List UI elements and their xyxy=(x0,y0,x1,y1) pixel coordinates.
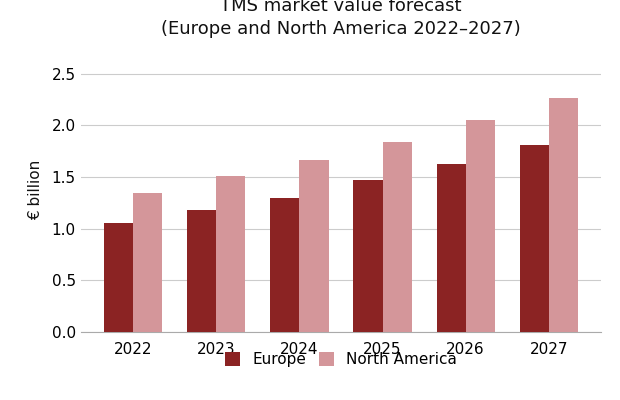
Bar xyxy=(216,176,246,332)
Bar xyxy=(383,142,412,332)
Bar xyxy=(187,210,216,332)
Title: TMS market value forecast
(Europe and North America 2022–2027): TMS market value forecast (Europe and No… xyxy=(161,0,521,38)
Bar xyxy=(299,160,329,332)
Bar xyxy=(270,198,299,332)
Bar xyxy=(549,98,578,332)
Bar xyxy=(353,180,383,332)
Bar xyxy=(520,145,549,332)
Y-axis label: € billion: € billion xyxy=(29,160,43,220)
Bar xyxy=(436,164,466,332)
Legend: Europe, North America: Europe, North America xyxy=(225,352,457,367)
Bar xyxy=(104,222,133,332)
Bar xyxy=(466,120,495,332)
Bar xyxy=(133,192,162,332)
